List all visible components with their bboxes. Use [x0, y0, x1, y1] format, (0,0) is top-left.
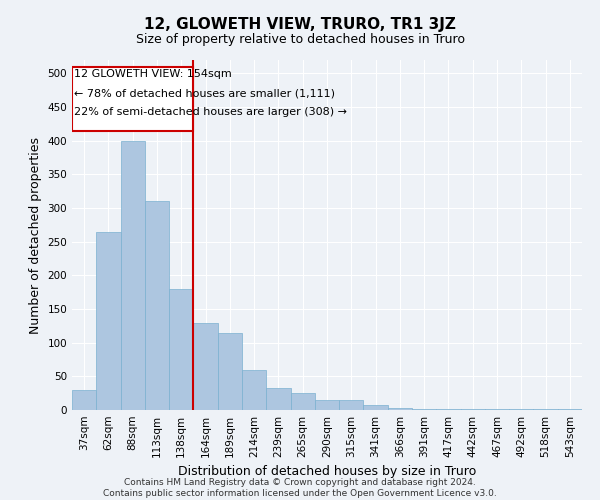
Bar: [388, 408, 412, 410]
Bar: [315, 400, 339, 410]
Bar: [242, 370, 266, 410]
Text: 22% of semi-detached houses are larger (308) →: 22% of semi-detached houses are larger (…: [74, 107, 347, 117]
Text: Contains HM Land Registry data © Crown copyright and database right 2024.
Contai: Contains HM Land Registry data © Crown c…: [103, 478, 497, 498]
X-axis label: Distribution of detached houses by size in Truro: Distribution of detached houses by size …: [178, 466, 476, 478]
Bar: [169, 289, 193, 410]
Bar: [193, 322, 218, 410]
Bar: [364, 404, 388, 410]
Text: Size of property relative to detached houses in Truro: Size of property relative to detached ho…: [136, 32, 464, 46]
Bar: [96, 232, 121, 410]
Text: ← 78% of detached houses are smaller (1,111): ← 78% of detached houses are smaller (1,…: [74, 88, 335, 99]
Bar: [218, 332, 242, 410]
Bar: [290, 393, 315, 410]
Bar: [339, 400, 364, 410]
Bar: [121, 141, 145, 410]
Y-axis label: Number of detached properties: Number of detached properties: [29, 136, 42, 334]
Bar: [412, 408, 436, 410]
FancyBboxPatch shape: [72, 66, 193, 130]
Text: 12 GLOWETH VIEW: 154sqm: 12 GLOWETH VIEW: 154sqm: [74, 70, 232, 80]
Text: 12, GLOWETH VIEW, TRURO, TR1 3JZ: 12, GLOWETH VIEW, TRURO, TR1 3JZ: [144, 18, 456, 32]
Bar: [145, 202, 169, 410]
Bar: [72, 390, 96, 410]
Bar: [266, 388, 290, 410]
